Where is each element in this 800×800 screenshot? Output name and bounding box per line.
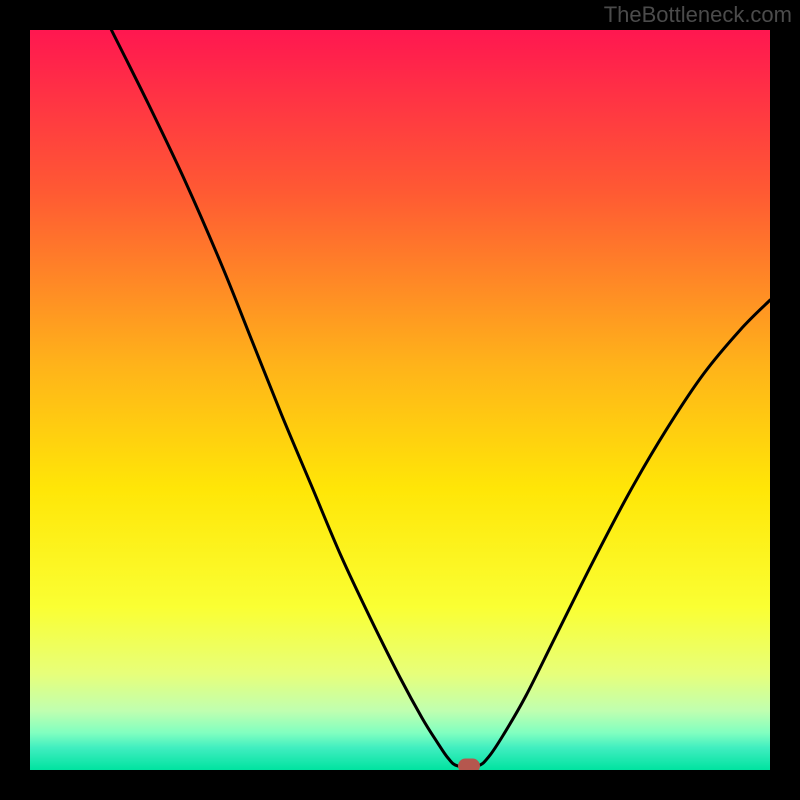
curve-path [111, 30, 770, 767]
plot-area [30, 30, 770, 770]
chart-frame: TheBottleneck.com [0, 0, 800, 800]
optimal-point-marker [458, 758, 480, 770]
bottleneck-curve [30, 30, 770, 770]
